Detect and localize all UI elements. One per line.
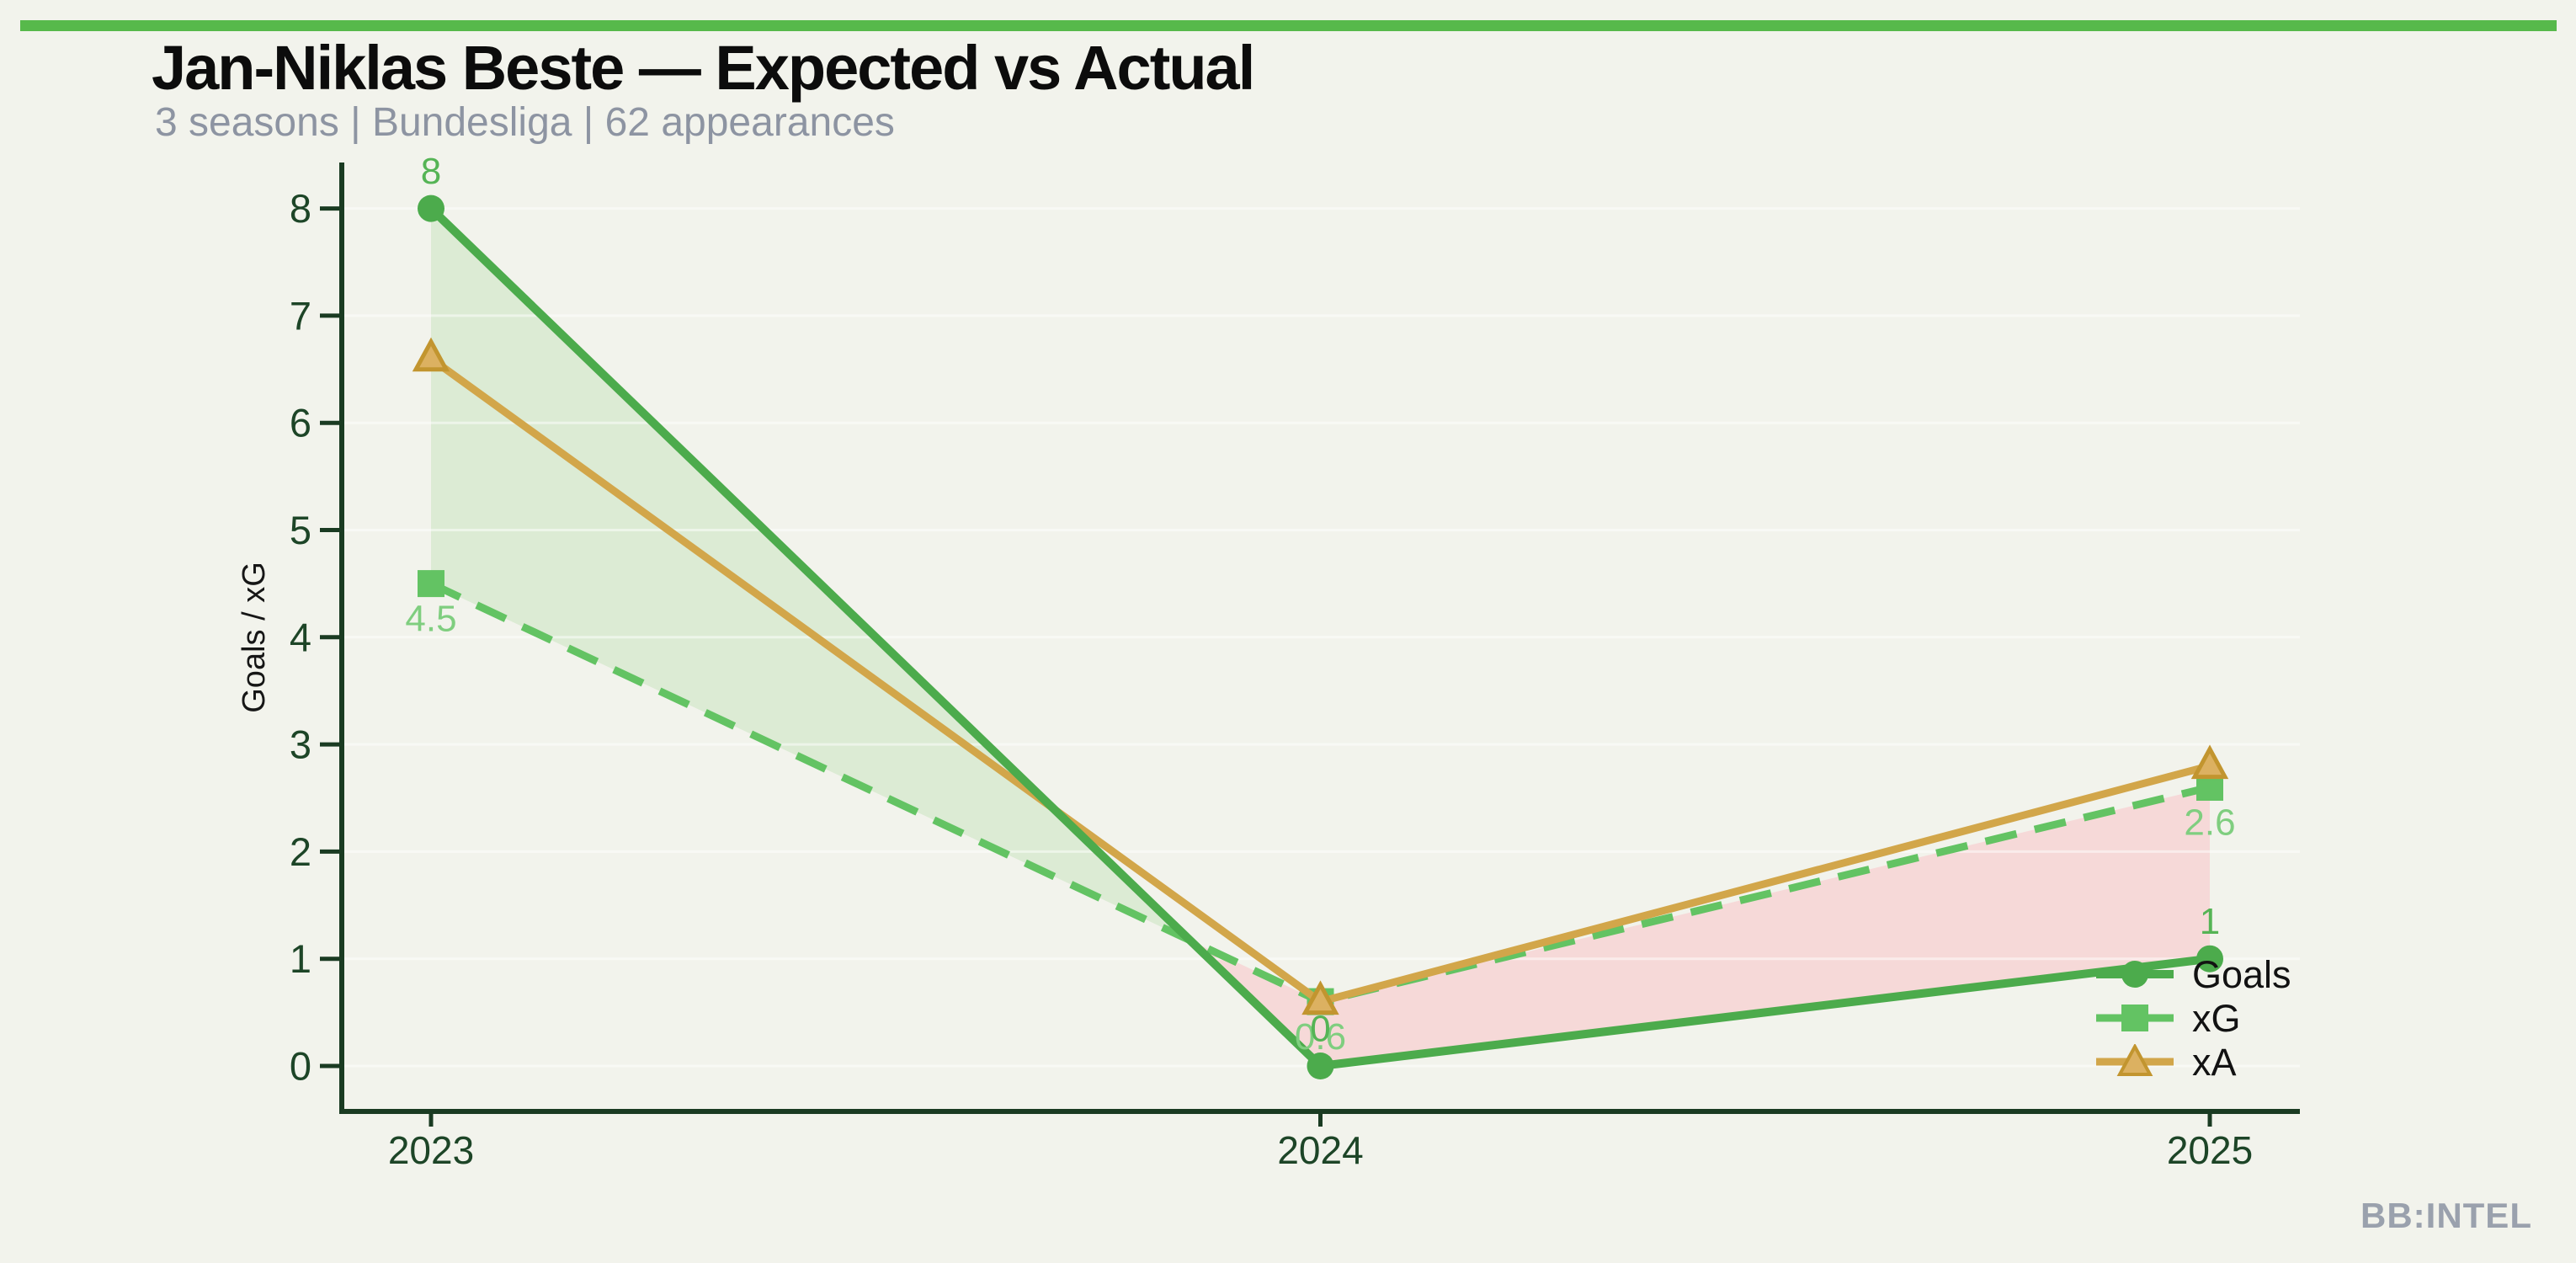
- legend-item-goals: Goals: [2093, 953, 2291, 996]
- y-tick-label: 4: [290, 615, 311, 659]
- xg-value-label: 2.6: [2184, 802, 2235, 844]
- xg-point-marker: [418, 570, 444, 598]
- legend-item-xa: xA: [2093, 1041, 2291, 1084]
- series: [412, 195, 2229, 1079]
- goals-point-marker: [1307, 1052, 1334, 1079]
- x-tick-label: 2024: [1277, 1128, 1363, 1172]
- goals-value-label: 8: [421, 151, 441, 192]
- y-tick-label: 3: [290, 722, 311, 767]
- xa-point-marker: [2190, 744, 2229, 780]
- goals-line-circle-icon: [2096, 961, 2174, 988]
- x-tick-label: 2023: [388, 1128, 474, 1172]
- legend: Goals xG xA: [2093, 953, 2291, 1084]
- goals-point-marker: [418, 195, 444, 222]
- y-tick-label: 7: [290, 293, 311, 338]
- y-tick-label: 0: [290, 1044, 311, 1089]
- fill-underperformance: [1320, 787, 2210, 1066]
- legend-label-xa: xA: [2192, 1041, 2237, 1084]
- axes: 0 1 2 3 4 5 6 7 8 2023 2024 2025: [290, 163, 2300, 1172]
- legend-label-goals: Goals: [2192, 953, 2291, 996]
- xg-value-label: 0.6: [1295, 1016, 1346, 1058]
- goals-point-marker: [2196, 945, 2223, 973]
- y-axis-label: Goals / xG: [237, 562, 272, 713]
- y-tick-label: 1: [290, 936, 311, 981]
- goals-value-label: 1: [2200, 901, 2220, 942]
- y-tick-label: 2: [290, 829, 311, 874]
- legend-label-xg: xG: [2192, 997, 2241, 1040]
- watermark: BB:INTEL: [2360, 1196, 2532, 1235]
- accent-bar: [20, 20, 2557, 31]
- chart-title: Jan-Niklas Beste — Expected vs Actual: [152, 33, 1255, 103]
- legend-item-xg: xG: [2093, 997, 2291, 1040]
- x-tick-label: 2025: [2167, 1128, 2253, 1172]
- xg-value-label: 4.5: [405, 599, 456, 640]
- y-tick-label: 6: [290, 401, 311, 445]
- y-tick-label: 5: [290, 508, 311, 552]
- y-tick-label: 8: [290, 186, 311, 231]
- xa-point-marker: [1301, 980, 1339, 1015]
- gridlines: [342, 207, 2300, 1068]
- xa-line-triangle-icon: [2096, 1044, 2174, 1076]
- xa-point-marker: [412, 337, 450, 372]
- goals-value-label: 0: [1310, 1009, 1330, 1050]
- value-labels: 4.5 0.6 2.6 8 0 1: [405, 151, 2235, 1058]
- chart-subtitle: 3 seasons | Bundesliga | 62 appearances: [155, 100, 895, 145]
- xg-line-square-icon: [2096, 1005, 2174, 1031]
